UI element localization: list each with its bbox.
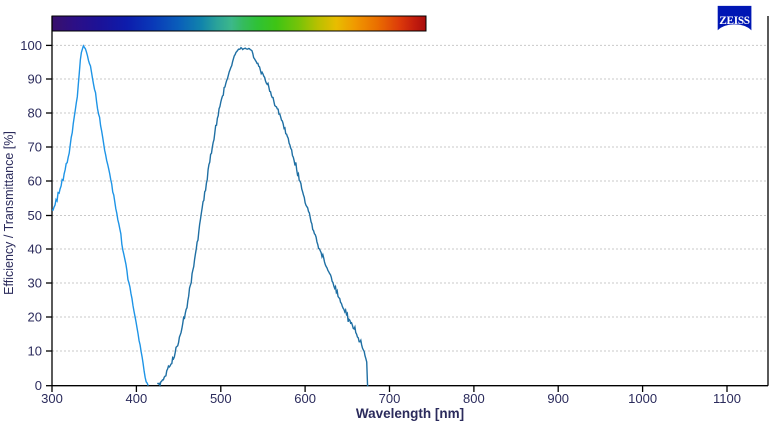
svg-text:300: 300	[41, 391, 63, 406]
svg-text:50: 50	[28, 208, 42, 223]
svg-text:900: 900	[547, 391, 569, 406]
svg-text:80: 80	[28, 106, 42, 121]
svg-text:20: 20	[28, 310, 42, 325]
svg-text:70: 70	[28, 140, 42, 155]
svg-text:0: 0	[35, 378, 42, 393]
svg-text:400: 400	[126, 391, 148, 406]
svg-text:600: 600	[294, 391, 316, 406]
svg-text:500: 500	[210, 391, 232, 406]
svg-text:800: 800	[463, 391, 485, 406]
svg-text:700: 700	[379, 391, 401, 406]
svg-text:ZEISS: ZEISS	[719, 15, 750, 27]
svg-text:10: 10	[28, 344, 42, 359]
svg-text:40: 40	[28, 242, 42, 257]
svg-text:100: 100	[20, 38, 42, 53]
svg-text:1000: 1000	[628, 391, 657, 406]
svg-text:90: 90	[28, 72, 42, 87]
svg-text:60: 60	[28, 174, 42, 189]
svg-text:Efficiency / Transmittance [%]: Efficiency / Transmittance [%]	[2, 131, 16, 295]
svg-text:1100: 1100	[713, 391, 741, 406]
svg-text:30: 30	[28, 276, 42, 291]
svg-text:Wavelength [nm]: Wavelength [nm]	[356, 406, 464, 421]
